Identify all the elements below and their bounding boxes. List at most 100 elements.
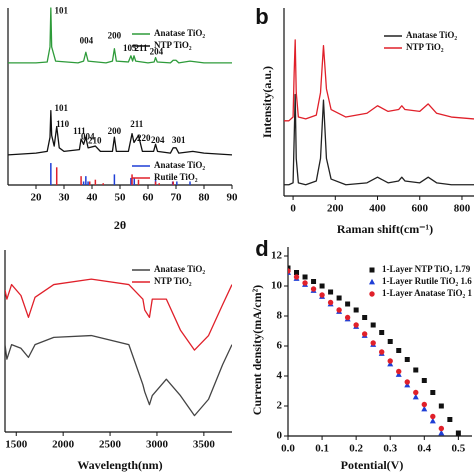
point (430, 413, 436, 420)
point (288, 268, 291, 274)
panel: 0 200 400 600 800 Raman shift(cm⁻¹) Intensity(… (255, 4, 474, 236)
peak-label: 204 (151, 135, 165, 145)
x-axis-label: 2θ (114, 218, 126, 232)
x-tick-label: 0.5 (451, 443, 465, 455)
peak-label: 111 (73, 126, 86, 136)
x-tick-label: 50 (115, 192, 127, 204)
plot-area (284, 39, 474, 186)
peak-label: 200 (108, 126, 122, 136)
legend-label: Anatase TiO₂ (154, 264, 205, 274)
plot-area (5, 278, 232, 417)
point (396, 368, 402, 375)
point (294, 270, 300, 275)
legend-label: 1-Layer Anatase TiO₂ 1 (382, 288, 472, 298)
x-tick-label: 200 (327, 203, 344, 215)
series-line (8, 110, 232, 156)
x-tick-label: 2000 (52, 439, 75, 451)
point (344, 314, 351, 321)
x-axis-label: Wavelength(nm) (77, 458, 162, 472)
point (319, 292, 325, 298)
panel: 1500 2000 2500 3000 3500 Wavelength(nm) Anatas… (4, 250, 232, 472)
peak-label: 211 (134, 43, 148, 53)
peak-label: 200 (108, 30, 122, 40)
y-tick-label: 8 (277, 310, 283, 322)
x-tick-label: 0 (290, 203, 296, 215)
series-line (5, 334, 232, 417)
point (438, 425, 445, 432)
x-tick-label: 0.3 (383, 443, 397, 455)
x-tick-label: 30 (59, 192, 71, 204)
point (421, 378, 427, 383)
point (370, 340, 376, 346)
series-line (5, 278, 232, 351)
series-line (284, 93, 474, 186)
x-tick-label: 0.1 (315, 443, 329, 455)
y-tick-label: 2 (277, 400, 283, 412)
x-tick-label: 800 (454, 203, 471, 215)
x-axis-label: Potential(V) (341, 458, 404, 472)
y-axis-label: Current density(mA/cm²) (250, 285, 264, 415)
point (311, 279, 317, 284)
peak-label: 204 (150, 46, 164, 56)
point (404, 379, 410, 385)
legend-label: Rutile TiO₂ (154, 172, 198, 182)
point (430, 390, 436, 395)
legend-label: Anatase TiO₂ (406, 30, 457, 40)
point (302, 274, 308, 280)
peak-label: 101 (54, 6, 68, 16)
legend-label: NTP TiO₂ (154, 40, 192, 50)
point (379, 349, 385, 355)
x-tick-label: 1500 (5, 439, 28, 451)
x-tick-label: 40 (87, 192, 99, 204)
point (421, 405, 428, 412)
peak-label: 101 (54, 103, 68, 113)
legend-label: 1-Layer NTP TiO₂ 1.79 (382, 264, 471, 274)
x-tick-label: 3000 (146, 439, 169, 451)
point (336, 307, 342, 313)
x-tick-label: 20 (31, 192, 43, 204)
point (404, 357, 410, 362)
x-tick-label: 600 (411, 203, 428, 215)
legend-label: Anatase TiO₂ (154, 28, 205, 38)
x-tick-label: 3500 (193, 439, 216, 451)
point (379, 330, 385, 335)
x-tick-label: 0.0 (281, 443, 295, 455)
point (328, 289, 334, 295)
plot-area (8, 7, 232, 185)
panel-letter: b (255, 4, 268, 29)
y-tick-label: 0 (277, 430, 283, 442)
peak-label: 110 (56, 119, 70, 129)
peak-label: 211 (130, 119, 144, 129)
plot-area (288, 265, 461, 436)
point (387, 358, 393, 364)
point (413, 367, 419, 373)
point (353, 322, 359, 328)
point (369, 278, 375, 285)
peak-label: 105 (123, 43, 137, 53)
legend-label: NTP TiO₂ (406, 42, 444, 52)
legend-label: 1-Layer Rutile TiO₂ 1.6 (382, 276, 472, 286)
x-tick-label: 60 (143, 192, 155, 204)
legend-label: Anatase TiO₂ (154, 160, 205, 170)
point (369, 267, 375, 273)
x-tick-label: 80 (199, 192, 211, 204)
point (429, 417, 436, 424)
point (413, 389, 419, 396)
point (288, 265, 291, 271)
y-tick-label: 6 (277, 340, 283, 352)
point (447, 417, 453, 422)
series-line (284, 39, 474, 122)
point (369, 291, 375, 297)
panel-letter: d (255, 236, 268, 261)
y-tick-label: 12 (271, 250, 283, 262)
x-tick-label: 400 (369, 203, 386, 215)
point (438, 403, 444, 409)
point (345, 301, 351, 307)
peak-label: 301 (172, 135, 186, 145)
point (412, 393, 419, 400)
point (319, 283, 325, 289)
point (327, 299, 334, 306)
peak-label: 220 (137, 133, 151, 143)
